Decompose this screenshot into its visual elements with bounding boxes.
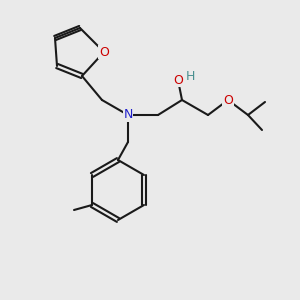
Text: O: O (99, 46, 109, 59)
Text: N: N (123, 109, 133, 122)
Text: H: H (185, 70, 195, 83)
Text: O: O (173, 74, 183, 86)
Text: O: O (223, 94, 233, 106)
